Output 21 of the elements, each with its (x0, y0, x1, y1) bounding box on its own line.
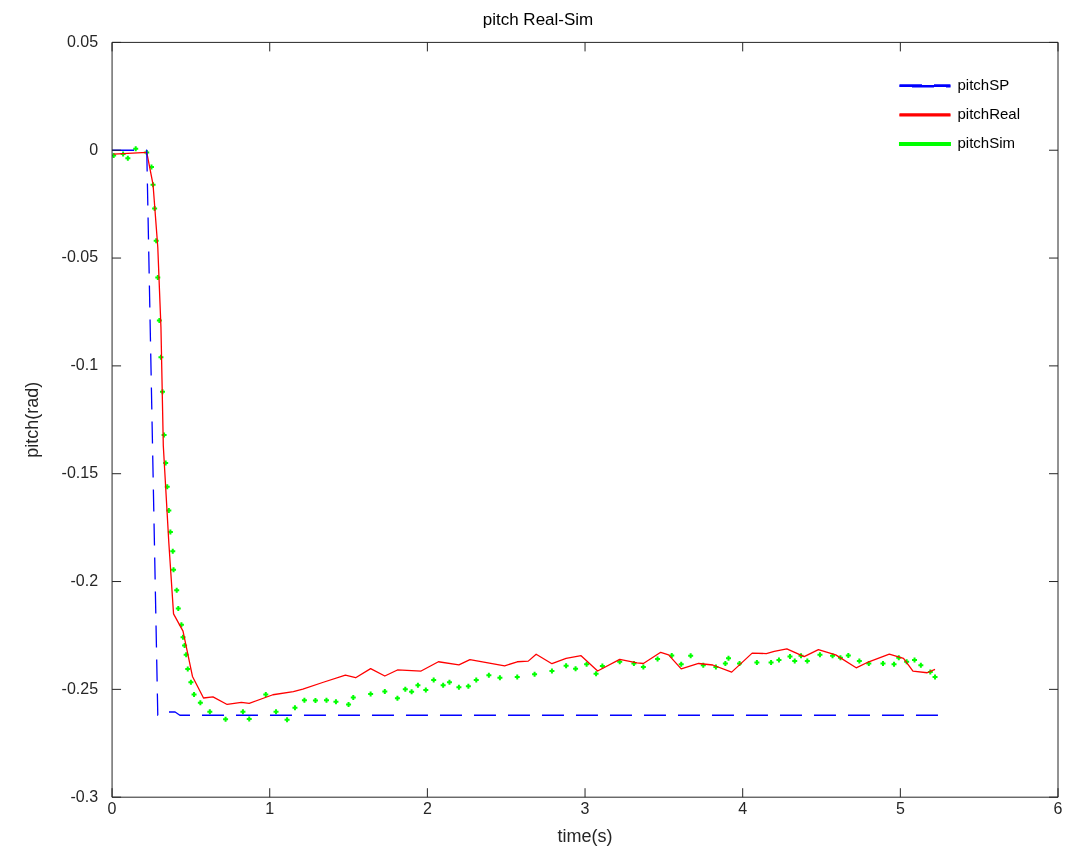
x-tick-label: 6 (1053, 800, 1063, 818)
y-axis-title: pitch(rad) (21, 381, 42, 458)
x-tick-label: 5 (895, 800, 905, 818)
y-tick-label: -0.1 (70, 356, 99, 374)
x-tick-label: 3 (580, 800, 590, 818)
chart-title: pitch Real-Sim (482, 9, 594, 29)
y-tick-label: -0.15 (61, 464, 99, 482)
y-tick-label: -0.3 (70, 787, 99, 805)
legend-label: pitchReal (957, 105, 1021, 123)
legend-label: pitchSP (957, 76, 1010, 94)
y-tick-label: -0.2 (70, 571, 99, 589)
x-tick-label: 0 (107, 800, 117, 818)
y-tick-label: 0 (89, 140, 99, 158)
y-tick-label: -0.05 (61, 248, 99, 266)
x-tick-label: 1 (265, 800, 275, 818)
y-tick-label: -0.25 (61, 679, 99, 697)
x-axis-title: time(s) (557, 826, 613, 847)
legend-label: pitchSim (957, 134, 1015, 152)
x-tick-label: 2 (422, 800, 432, 818)
y-tick-label: 0.05 (66, 32, 99, 50)
x-tick-label: 4 (738, 800, 748, 818)
